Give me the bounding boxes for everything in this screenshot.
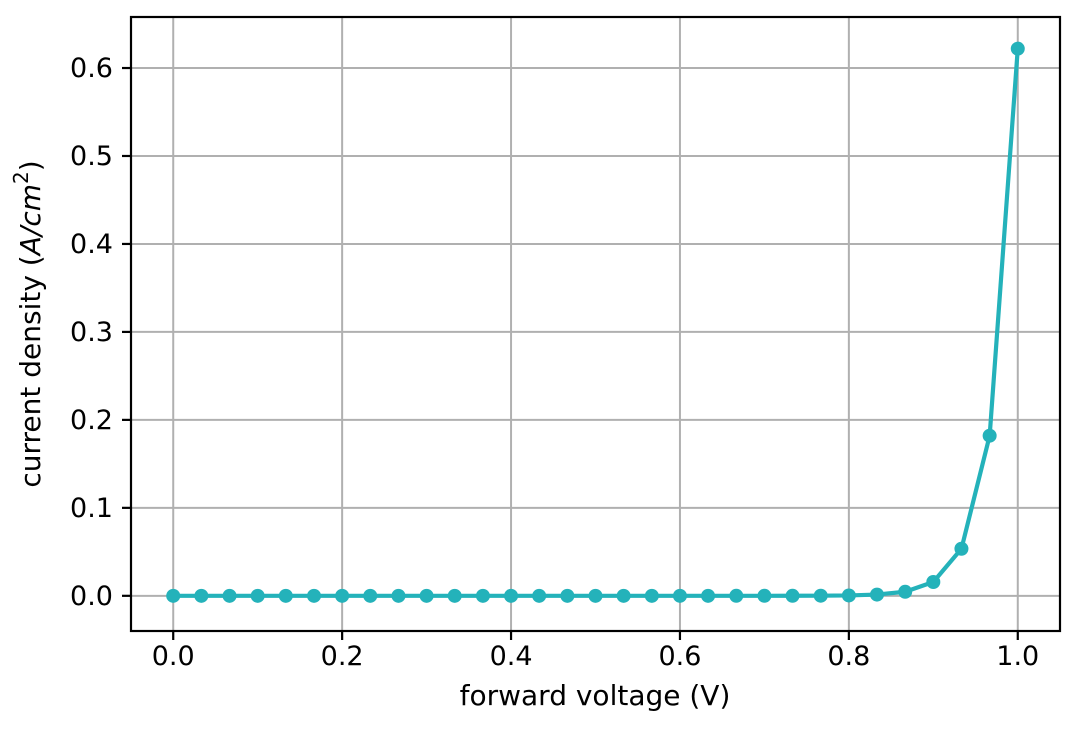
- data-series-layer: [166, 41, 1025, 603]
- data-point-marker: [222, 588, 237, 603]
- x-tick-label: 0.2: [321, 641, 364, 672]
- y-tick-label: 0.5: [70, 141, 113, 172]
- y-tick-label: 0.4: [70, 229, 113, 260]
- y-tick-label: 0.2: [70, 405, 113, 436]
- tick-marks-and-labels-layer: 0.0 0.2 0.4 0.6 0.8 1.0 0.0 0.1 0.2 0.3 0.4 0.5 0.6: [70, 53, 1039, 672]
- data-point-marker: [757, 588, 772, 603]
- data-point-marker: [672, 588, 687, 603]
- data-point-marker: [982, 428, 997, 443]
- plot-border: [129, 15, 1062, 633]
- x-tick-label: 1.0: [996, 641, 1039, 672]
- data-point-marker: [841, 588, 856, 603]
- data-point-marker: [701, 588, 716, 603]
- data-point-marker: [278, 588, 293, 603]
- data-point-marker: [869, 587, 884, 602]
- data-point-marker: [166, 588, 181, 603]
- data-point-marker: [898, 584, 913, 599]
- data-point-marker: [926, 575, 941, 590]
- x-tick-label: 0.4: [490, 641, 533, 672]
- axes-spines-layer: [129, 15, 1062, 633]
- data-point-marker: [560, 588, 575, 603]
- x-tick-label: 0.6: [658, 641, 701, 672]
- data-point-marker: [363, 588, 378, 603]
- grid-layer: [131, 17, 1060, 631]
- data-point-marker: [954, 541, 969, 556]
- x-axis-label: forward voltage (V): [460, 679, 731, 712]
- y-tick-label: 0.3: [70, 317, 113, 348]
- data-point-marker: [250, 588, 265, 603]
- data-point-marker: [729, 588, 744, 603]
- y-tick-label: 0.1: [70, 493, 113, 524]
- x-tick-label: 0.8: [827, 641, 870, 672]
- data-point-marker: [335, 588, 350, 603]
- data-point-marker: [1010, 41, 1025, 56]
- data-point-marker: [532, 588, 547, 603]
- data-point-marker: [391, 588, 406, 603]
- data-point-marker: [475, 588, 490, 603]
- data-point-marker: [419, 588, 434, 603]
- data-point-marker: [194, 588, 209, 603]
- data-point-marker: [504, 588, 519, 603]
- data-point-marker: [447, 588, 462, 603]
- data-point-marker: [588, 588, 603, 603]
- data-point-marker: [813, 588, 828, 603]
- data-point-marker: [644, 588, 659, 603]
- y-tick-label: 0.6: [70, 53, 113, 84]
- y-tick-label: 0.0: [70, 581, 113, 612]
- data-point-marker: [616, 588, 631, 603]
- data-point-marker: [307, 588, 322, 603]
- data-point-marker: [785, 588, 800, 603]
- x-tick-label: 0.0: [152, 641, 195, 672]
- series-line: [171, 46, 1020, 598]
- y-axis-label: current density (A/cm2): [9, 160, 47, 487]
